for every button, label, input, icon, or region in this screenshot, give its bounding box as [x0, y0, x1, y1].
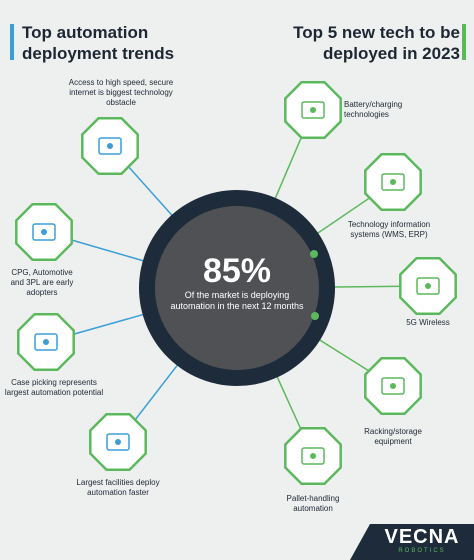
trend-label: Largest facilities deploy automation fas… [76, 478, 160, 497]
ring-dot [311, 312, 319, 320]
trend-label: Case picking represents largest automati… [4, 378, 104, 397]
stat-caption: Of the market is deploying automation in… [170, 290, 304, 311]
icon [310, 107, 316, 113]
tech-label: Pallet-handling automation [286, 494, 340, 513]
icon [107, 143, 113, 149]
icon [381, 377, 405, 395]
icon [390, 383, 396, 389]
icon [41, 229, 47, 235]
icon [32, 223, 56, 241]
tech-label: Racking/storage equipment [364, 427, 422, 446]
photo-shade [155, 206, 319, 370]
trend-label: Access to high speed, secure internet is… [68, 78, 174, 107]
icon [106, 433, 130, 451]
logo-band [350, 524, 474, 560]
right-title: Top 5 new tech to be deployed in 2023 [293, 23, 460, 63]
center-photo [155, 206, 319, 370]
icon [301, 447, 325, 465]
icon [381, 173, 405, 191]
icon [34, 333, 58, 351]
icon [43, 339, 49, 345]
icon [115, 439, 121, 445]
accent-bar [10, 24, 14, 60]
icon [425, 283, 431, 289]
icon [310, 453, 316, 459]
icon [416, 277, 440, 295]
logo-name: VECNA [384, 526, 460, 548]
trend-label: CPG, Automotive and 3PL are early adopte… [10, 268, 74, 297]
icon [98, 137, 122, 155]
ring-dot [310, 250, 318, 258]
icon [301, 101, 325, 119]
accent-bar [462, 24, 466, 60]
left-title: Top automation deployment trends [22, 23, 175, 63]
stat: 85% [202, 252, 272, 290]
tech-label: Technology information systems (WMS, ERP… [347, 220, 431, 239]
tech-label: 5G Wireless [406, 318, 450, 327]
tech-label: Battery/charging technologies [344, 100, 403, 119]
icon [390, 179, 396, 185]
logo-tagline: ROBOTICS [398, 548, 446, 554]
